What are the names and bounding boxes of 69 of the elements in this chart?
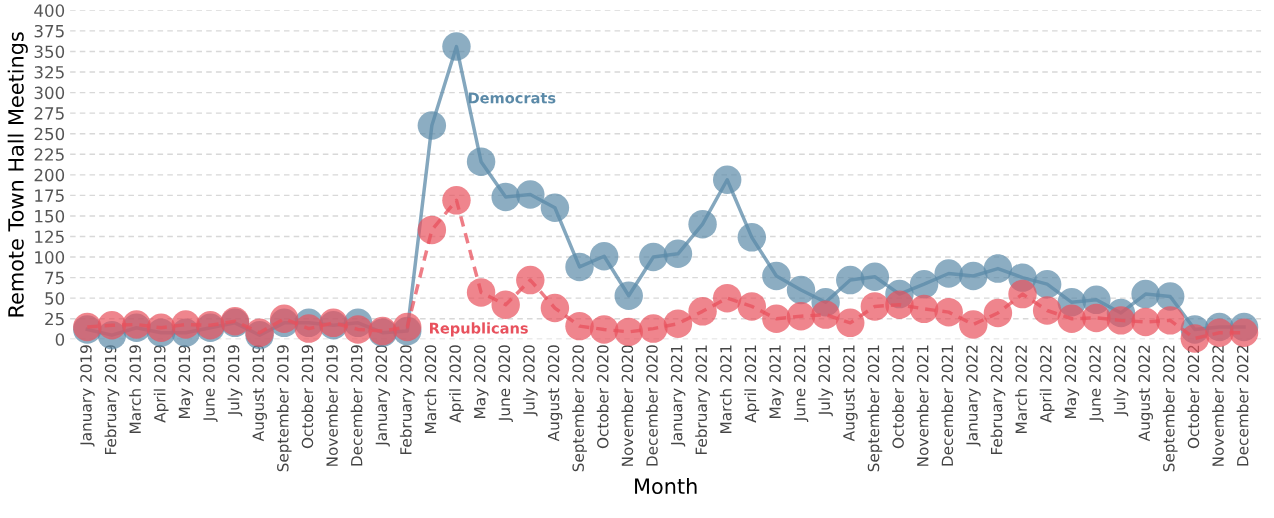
x-tick-label: January 2019	[80, 345, 95, 447]
x-tick-label: October 2022	[1187, 345, 1200, 449]
x-tick-label: June 2022	[1089, 345, 1104, 422]
x-tick-label: June 2019	[203, 345, 218, 422]
x-tick-label: November 2019	[326, 345, 338, 466]
x-tick-label: March 2019	[129, 345, 141, 433]
x-tick-label: July 2022	[1113, 345, 1129, 417]
x-tick-label: December 2021	[941, 345, 954, 466]
x-tick-label: August 2019	[252, 345, 267, 442]
x-tick-label: May 2019	[178, 345, 194, 418]
y-tick-label: 200	[34, 168, 65, 182]
y-tick-label: 250	[34, 127, 65, 141]
x-tick-label: August 2020	[547, 345, 563, 442]
x-tick-label: September 2022	[1162, 345, 1178, 472]
x-tick-label: September 2021	[867, 345, 883, 472]
y-tick-label: 275	[34, 107, 64, 120]
x-tick-label: November 2020	[621, 345, 634, 466]
y-tick-label: 350	[34, 45, 65, 59]
x-tick-label: March 2020	[424, 345, 437, 433]
y-tick-label: 75	[45, 271, 64, 285]
x-tick-label: February 2021	[695, 345, 710, 455]
y-tick-label: 125	[35, 230, 64, 244]
x-tick-label: January 2021	[670, 345, 686, 447]
x-tick-label: July 2021	[818, 345, 834, 417]
y-tick-label: 150	[35, 209, 65, 223]
y-tick-label: 0	[55, 333, 65, 346]
x-tick-label: April 2019	[153, 345, 169, 423]
x-tick-label: January 2022	[966, 345, 981, 447]
x-tick-label: February 2019	[104, 345, 120, 455]
y-tick-label: 25	[45, 312, 64, 326]
x-tick-label: September 2020	[572, 345, 587, 472]
x-tick-label: May 2020	[473, 345, 489, 418]
x-tick-label: April 2022	[1039, 345, 1055, 423]
x-tick-label: December 2020	[645, 345, 658, 466]
y-tick-label: 300	[34, 86, 65, 100]
x-tick-label: October 2019	[301, 345, 314, 449]
x-tick-label: October 2020	[596, 345, 609, 449]
x-tick-label: September 2019	[276, 345, 292, 472]
y-tick-label: 50	[45, 292, 65, 305]
x-tick-label: December 2019	[350, 345, 363, 466]
x-tick-label: January 2020	[375, 345, 391, 447]
x-tick-label: June 2021	[793, 345, 809, 422]
x-axis-title: Month	[635, 477, 697, 495]
x-tick-label: April 2020	[449, 345, 464, 423]
x-tick-label: October 2021	[892, 345, 904, 449]
x-tick-label: February 2020	[399, 345, 415, 455]
x-tick-label: November 2021	[916, 345, 929, 466]
y-tick-label: 175	[35, 189, 64, 202]
x-tick-label: July 2020	[522, 345, 538, 417]
y-tick-label: 225	[34, 148, 64, 161]
y-tick-label: 400	[34, 4, 65, 17]
x-tick-label: March 2021	[719, 345, 732, 433]
series-label: Republicans	[430, 322, 528, 337]
x-tick-label: May 2021	[769, 345, 784, 418]
x-tick-label: December 2022	[1236, 345, 1249, 466]
y-tick-label: 325	[34, 66, 64, 79]
x-tick-label: June 2020	[498, 345, 513, 422]
x-tick-label: February 2022	[990, 345, 1006, 455]
x-tick-label: March 2022	[1015, 345, 1027, 433]
x-tick-label: August 2021	[843, 345, 858, 442]
x-tick-label: May 2022	[1064, 345, 1080, 418]
y-tick-label: 375	[34, 24, 64, 38]
x-tick-label: April 2021	[744, 345, 760, 423]
series-label: Democrats	[468, 92, 556, 104]
x-tick-label: August 2022	[1138, 345, 1153, 442]
y-axis-title: Remote Town Hall Meetings	[7, 32, 28, 317]
x-tick-label: November 2022	[1212, 345, 1224, 466]
x-tick-label: July 2019	[227, 345, 243, 417]
y-tick-label: 100	[35, 251, 65, 264]
